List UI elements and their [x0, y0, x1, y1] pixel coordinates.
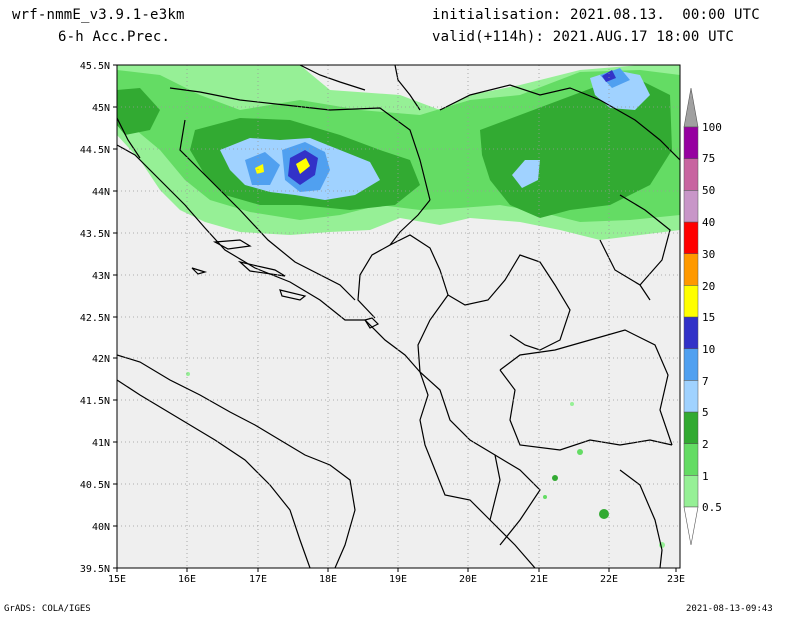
lat-label: 39.5N: [80, 564, 110, 575]
legend-swatch: [683, 411, 699, 444]
precip-area-5c: [512, 160, 540, 188]
legend-labels: 100 75 50 40 30 20 15 10 7 5 2 1 0.5: [702, 121, 722, 514]
border: [394, 65, 421, 111]
coastline-italy-inner: [117, 379, 311, 568]
legend-swatch: [683, 126, 699, 159]
lon-label: 20E: [459, 574, 477, 585]
lat-label: 40.5N: [80, 480, 110, 491]
lat-label: 44N: [92, 187, 110, 198]
precip-area-15b: [255, 164, 264, 174]
legend-swatch: [683, 158, 699, 191]
legend-label: 2: [702, 438, 709, 451]
precip-spot: [570, 402, 574, 406]
footer-credit: GrADS: COLA/IGES: [4, 604, 91, 614]
precip-spot: [543, 495, 547, 499]
legend-label: 20: [702, 280, 715, 293]
legend-swatch: [683, 348, 699, 381]
border: [179, 119, 356, 301]
coastline-italy: [117, 354, 356, 568]
init-time: initialisation: 2021.08.13. 00:00 UTC: [432, 7, 760, 23]
lon-label: 19E: [389, 574, 407, 585]
border: [447, 254, 571, 351]
lat-label: 43.5N: [80, 229, 110, 240]
precip-spot: [577, 449, 583, 455]
legend-boxes: [683, 126, 699, 508]
lat-label: 41N: [92, 438, 110, 449]
coastline-aegean: [619, 469, 663, 568]
border: [169, 87, 431, 201]
legend-label: 75: [702, 152, 715, 165]
valid-time: valid(+114h): 2021.AUG.17 18:00 UTC: [432, 29, 735, 45]
footer-timestamp: 2021-08-13-09:43: [686, 604, 773, 614]
legend-swatch: [683, 190, 699, 223]
border: [439, 84, 680, 161]
border: [357, 199, 431, 319]
legend-label: 1: [702, 470, 709, 483]
lon-label: 15E: [108, 574, 126, 585]
precip-shading: [117, 65, 680, 548]
legend-top-arrow: [683, 87, 699, 128]
lon-label: 17E: [249, 574, 267, 585]
island: [279, 289, 307, 301]
legend-label: 100: [702, 121, 722, 134]
lat-label: 43N: [92, 271, 110, 282]
precip-spot: [186, 372, 190, 376]
lon-label: 22E: [600, 574, 618, 585]
precip-area-2c: [117, 88, 160, 135]
legend-bottom-arrow: [683, 506, 699, 546]
model-title: wrf-nmmE_v3.9.1-e3km: [12, 7, 185, 23]
lat-label: 45.5N: [80, 61, 110, 72]
legend-label: 5: [702, 406, 709, 419]
legend-swatch: [683, 475, 699, 508]
legend-swatch: [683, 253, 699, 286]
legend-label: 0.5: [702, 501, 722, 514]
coastline-adriatic-east: [117, 144, 536, 568]
island: [191, 267, 208, 275]
precip-area-10b: [602, 70, 616, 82]
lon-labels: 15E 16E 17E 18E 19E 20E 21E 22E 23E: [108, 574, 685, 585]
lat-label: 42N: [92, 354, 110, 365]
border: [389, 234, 449, 373]
legend-swatch: [683, 443, 699, 476]
island: [212, 239, 252, 250]
lon-label: 21E: [530, 574, 548, 585]
lon-label: 23E: [667, 574, 685, 585]
tick-marks: [113, 64, 677, 572]
lon-label: 16E: [178, 574, 196, 585]
lat-label: 42.5N: [80, 313, 110, 324]
coastline-kotor: [364, 317, 380, 329]
border: [494, 454, 541, 546]
border: [419, 371, 501, 521]
lat-labels: 45.5N 45N 44.5N 44N 43.5N 43N 42.5N 42N …: [80, 61, 110, 575]
field-title: 6-h Acc.Prec.: [58, 29, 171, 45]
island: [237, 260, 286, 277]
legend-label: 10: [702, 343, 715, 356]
legend-label: 15: [702, 311, 715, 324]
precip-spot: [552, 475, 558, 481]
lat-label: 45N: [92, 103, 110, 114]
border: [619, 194, 671, 286]
border: [599, 239, 651, 301]
border: [299, 65, 366, 91]
legend-swatch: [683, 380, 699, 413]
lon-label: 18E: [319, 574, 337, 585]
legend-label: 30: [702, 248, 715, 261]
precip-spot: [599, 509, 609, 519]
lat-label: 41.5N: [80, 396, 110, 407]
lat-label: 40N: [92, 522, 110, 533]
legend-swatch: [683, 316, 699, 349]
precip-area-15: [296, 158, 310, 174]
legend-label: 40: [702, 216, 715, 229]
legend-swatch: [683, 285, 699, 318]
lat-label: 44.5N: [80, 145, 110, 156]
color-legend: 100 75 50 40 30 20 15 10 7 5 2 1 0.5: [683, 87, 722, 546]
legend-label: 50: [702, 184, 715, 197]
border: [499, 329, 673, 446]
legend-swatch: [683, 221, 699, 254]
coastline-istria: [117, 117, 141, 159]
legend-label: 7: [702, 375, 709, 388]
coastlines: [117, 65, 680, 568]
